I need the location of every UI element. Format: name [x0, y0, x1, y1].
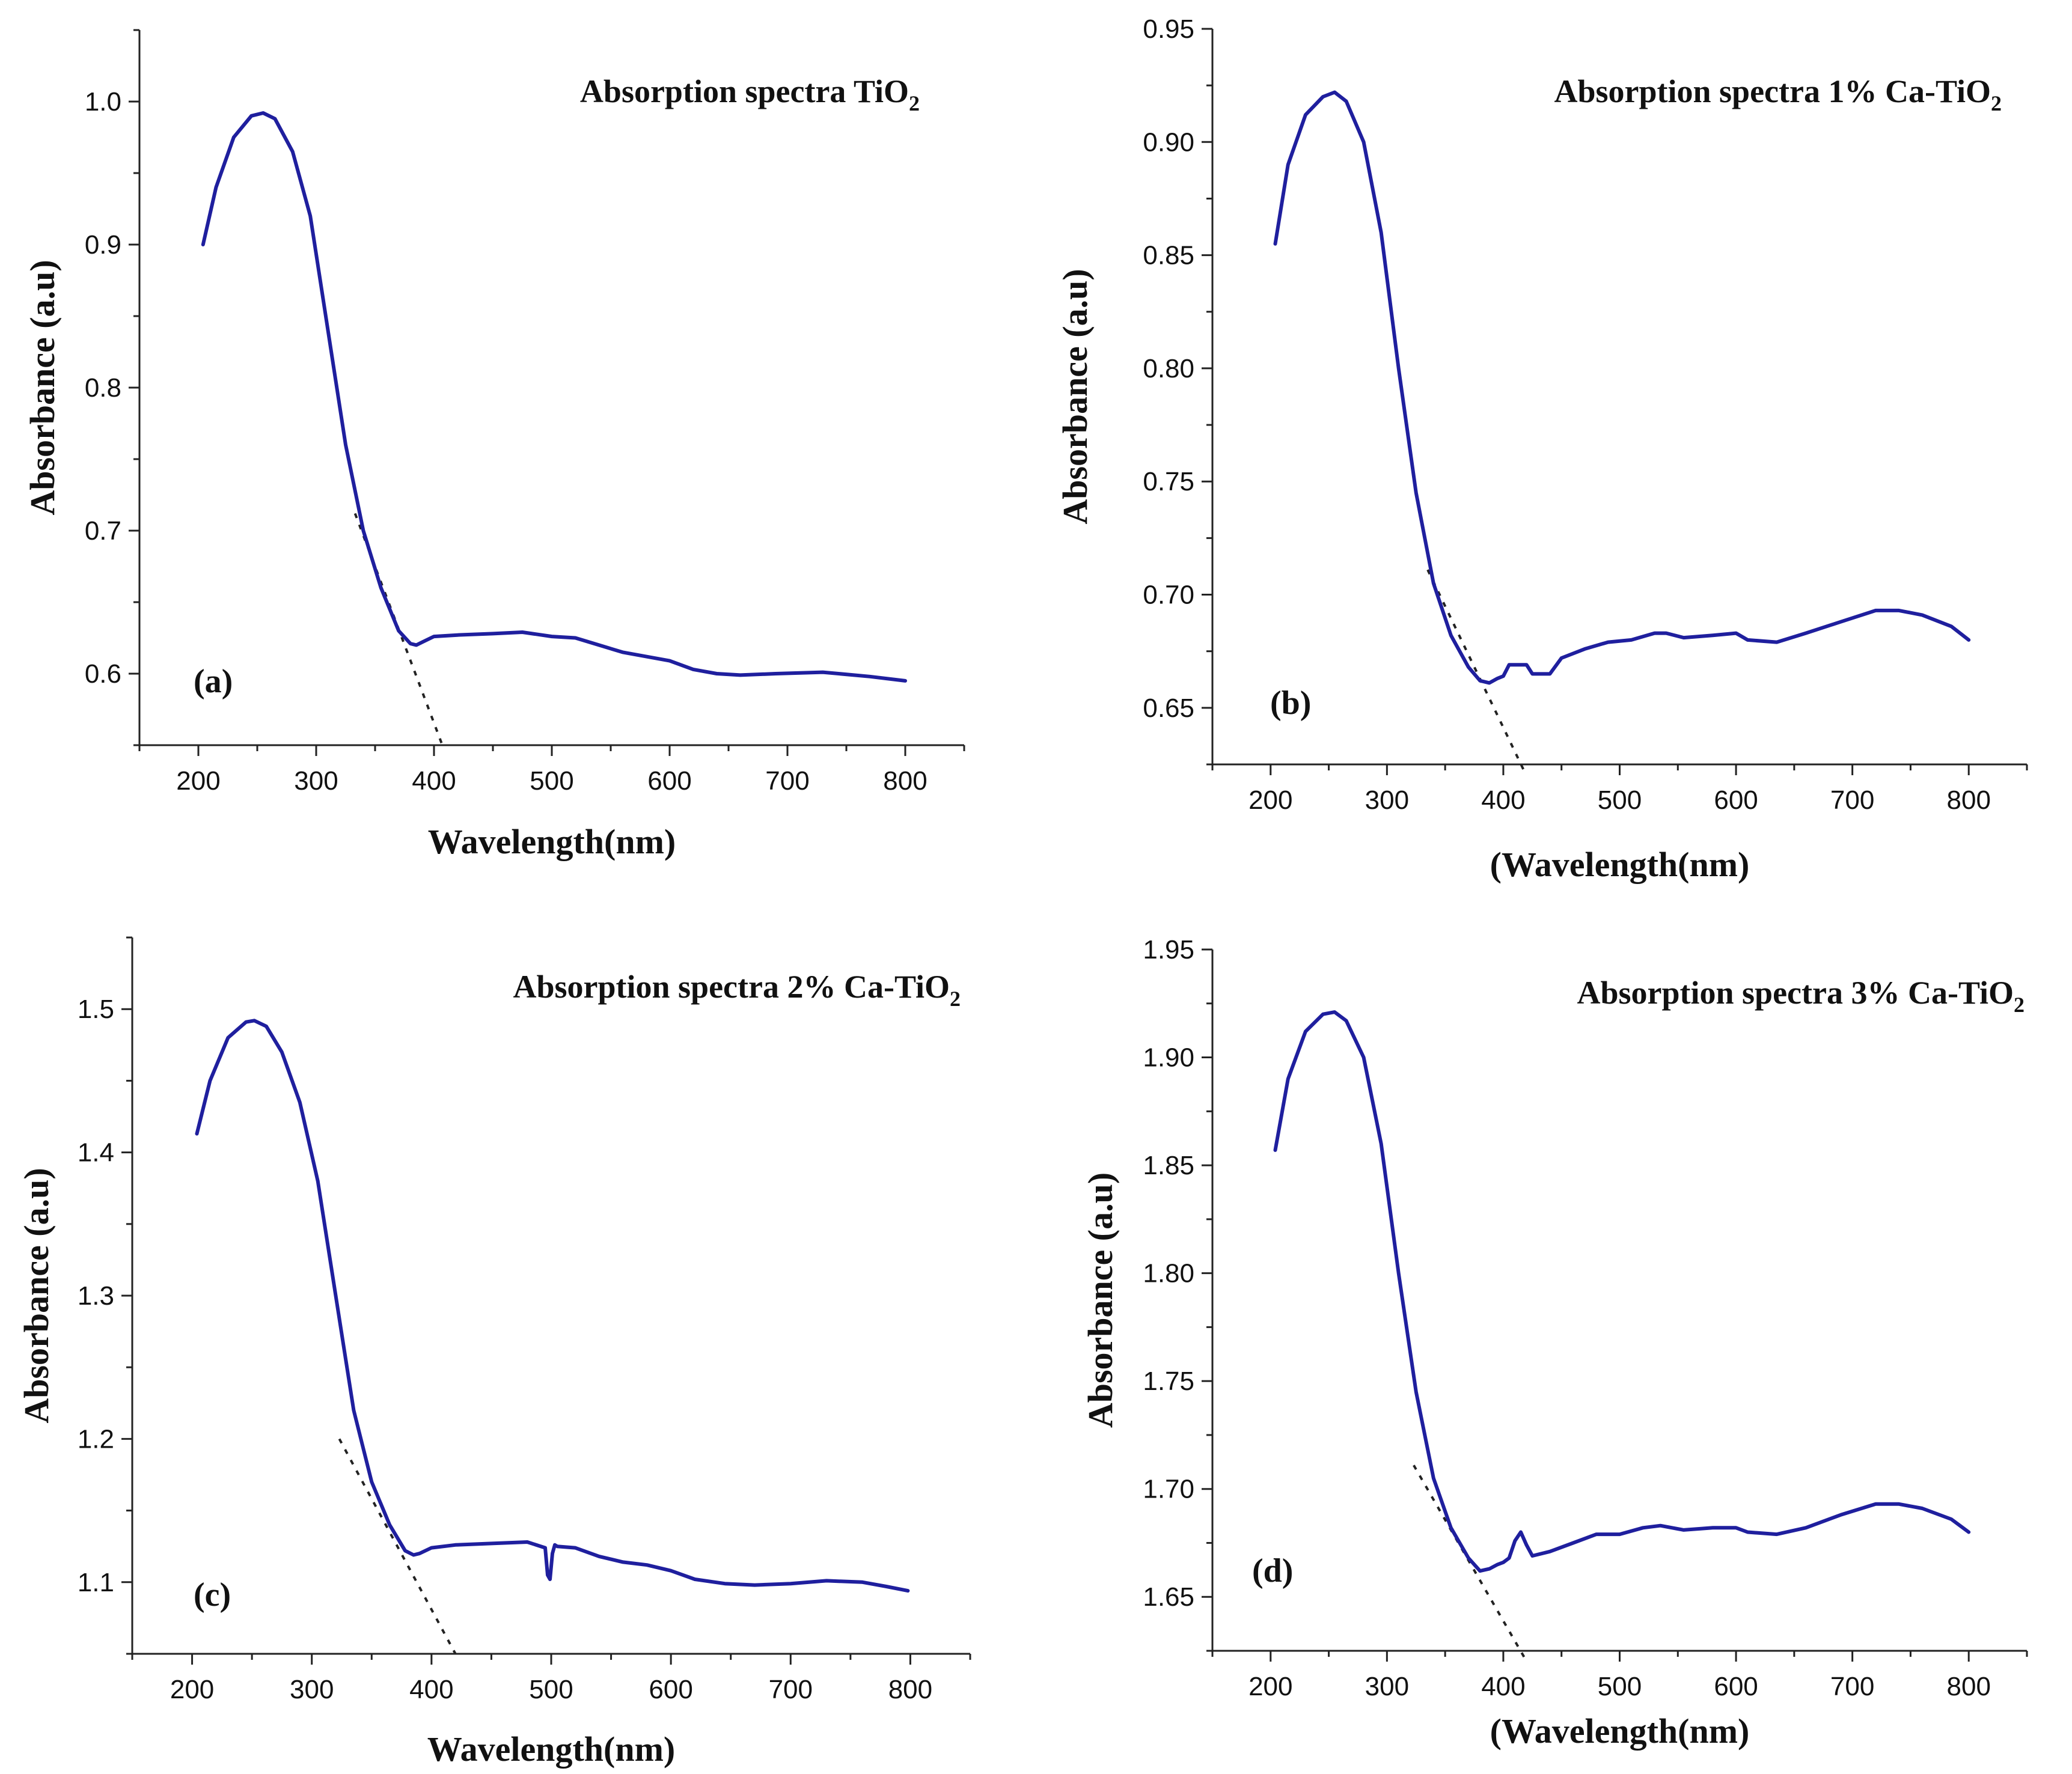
y-tick-label: 0.90: [1143, 127, 1194, 157]
panel-label: (c): [194, 1576, 231, 1614]
x-tick-label: 500: [530, 766, 573, 796]
x-tick-label: 800: [888, 1675, 932, 1704]
x-tick-label: 300: [1365, 785, 1409, 815]
y-tick-label: 0.8: [85, 373, 121, 403]
y-tick-label: 1.5: [78, 995, 114, 1024]
x-tick-label: 300: [294, 766, 338, 796]
x-tick-label: 200: [176, 766, 220, 796]
tangent-line: [338, 1438, 457, 1654]
y-tick-label: 1.4: [78, 1138, 114, 1168]
y-tick-label: 1.70: [1143, 1475, 1194, 1504]
panel-label: (d): [1252, 1552, 1293, 1590]
x-tick-label: 500: [529, 1675, 573, 1704]
x-tick-label: 400: [1481, 1672, 1525, 1701]
x-tick-label: 300: [1365, 1672, 1409, 1701]
x-tick-label: 300: [290, 1675, 334, 1704]
y-tick-label: 1.0: [85, 87, 121, 117]
x-tick-label: 700: [769, 1675, 813, 1704]
series-line: [1273, 90, 1971, 685]
x-axis-title: Wavelength(nm): [427, 1730, 675, 1769]
y-tick-label: 0.80: [1143, 354, 1194, 383]
panel-label: (b): [1270, 684, 1311, 722]
x-tick-label: 800: [1947, 1672, 1991, 1701]
y-tick-label: 1.3: [78, 1281, 114, 1311]
series-line: [1273, 1010, 1971, 1573]
y-axis-title: Absorbance (a.u): [23, 260, 62, 515]
plot-title: Absorption spectra 3% Ca-TiO2: [1577, 975, 2025, 1017]
x-tick-label: 500: [1598, 785, 1642, 815]
tangent-line: [353, 513, 445, 749]
panel-label: (a): [194, 663, 233, 700]
x-tick-label: 600: [647, 766, 691, 796]
x-axis-title: (Wavelength(nm): [1490, 1712, 1750, 1751]
x-axis-title: Wavelength(nm): [428, 822, 676, 861]
chart-panel-a: 200 300 400 500 600 700 800 0.6 0.7 0.8 0.9 1.0 Wave…: [23, 29, 965, 861]
tangent-line: [1426, 569, 1526, 772]
x-tick-label: 700: [1830, 785, 1874, 815]
x-tick-label: 400: [1481, 785, 1525, 815]
y-axis-title: Absorbance (a.u): [1056, 269, 1095, 524]
x-tick-label: 400: [409, 1675, 453, 1704]
y-tick-label: 1.75: [1143, 1367, 1194, 1396]
x-tick-label: 600: [649, 1675, 692, 1704]
x-tick-label: 700: [765, 766, 809, 796]
x-tick-label: 400: [412, 766, 456, 796]
x-tick-label: 200: [170, 1675, 214, 1704]
series-line: [195, 1019, 910, 1593]
y-tick-label: 0.75: [1143, 467, 1194, 496]
x-tick-label: 700: [1830, 1672, 1874, 1701]
y-tick-label: 1.2: [78, 1424, 114, 1454]
y-tick-label: 1.65: [1143, 1582, 1194, 1612]
x-axis-title: (Wavelength(nm): [1490, 845, 1750, 884]
x-tick-label: 500: [1598, 1672, 1642, 1701]
y-tick-label: 1.85: [1143, 1151, 1194, 1180]
x-tick-label: 800: [883, 766, 927, 796]
plot-title: Absorption spectra TiO2: [580, 73, 920, 115]
y-tick-label: 0.7: [85, 516, 121, 546]
y-tick-label: 1.90: [1143, 1043, 1194, 1073]
x-tick-label: 200: [1248, 1672, 1292, 1701]
x-tick-label: 800: [1947, 785, 1991, 815]
y-tick-label: 1.80: [1143, 1259, 1194, 1288]
y-tick-label: 0.70: [1143, 581, 1194, 610]
series-line: [201, 111, 907, 683]
y-axis-title: Absorbance (a.u): [1081, 1172, 1120, 1428]
x-tick-label: 600: [1714, 785, 1758, 815]
y-tick-label: 1.95: [1143, 935, 1194, 965]
y-tick-label: 1.1: [78, 1568, 114, 1597]
x-tick-label: 600: [1714, 1672, 1758, 1701]
chart-panel-d: 200 300 400 500 600 700 800 1.65 1.70 1.75 1.80 1.8…: [1081, 935, 2028, 1751]
y-tick-label: 0.85: [1143, 241, 1194, 270]
y-axis-title: Absorbance (a.u): [17, 1168, 56, 1423]
y-tick-label: 0.6: [85, 659, 121, 689]
y-tick-label: 0.65: [1143, 693, 1194, 723]
y-tick-label: 0.95: [1143, 14, 1194, 44]
plot-title: Absorption spectra 2% Ca-TiO2: [513, 969, 961, 1011]
x-tick-label: 200: [1248, 785, 1292, 815]
plot-title: Absorption spectra 1% Ca-TiO2: [1554, 73, 2002, 115]
chart-panel-b: 200 300 400 500 600 700 800 0.65 0.70 0.75 0.80 0.8…: [1056, 14, 2028, 884]
y-tick-label: 0.9: [85, 230, 121, 260]
chart-panel-c: 200 300 400 500 600 700 800 1.1 1.2 1.3 1.4 1.5 Wave…: [17, 936, 971, 1769]
